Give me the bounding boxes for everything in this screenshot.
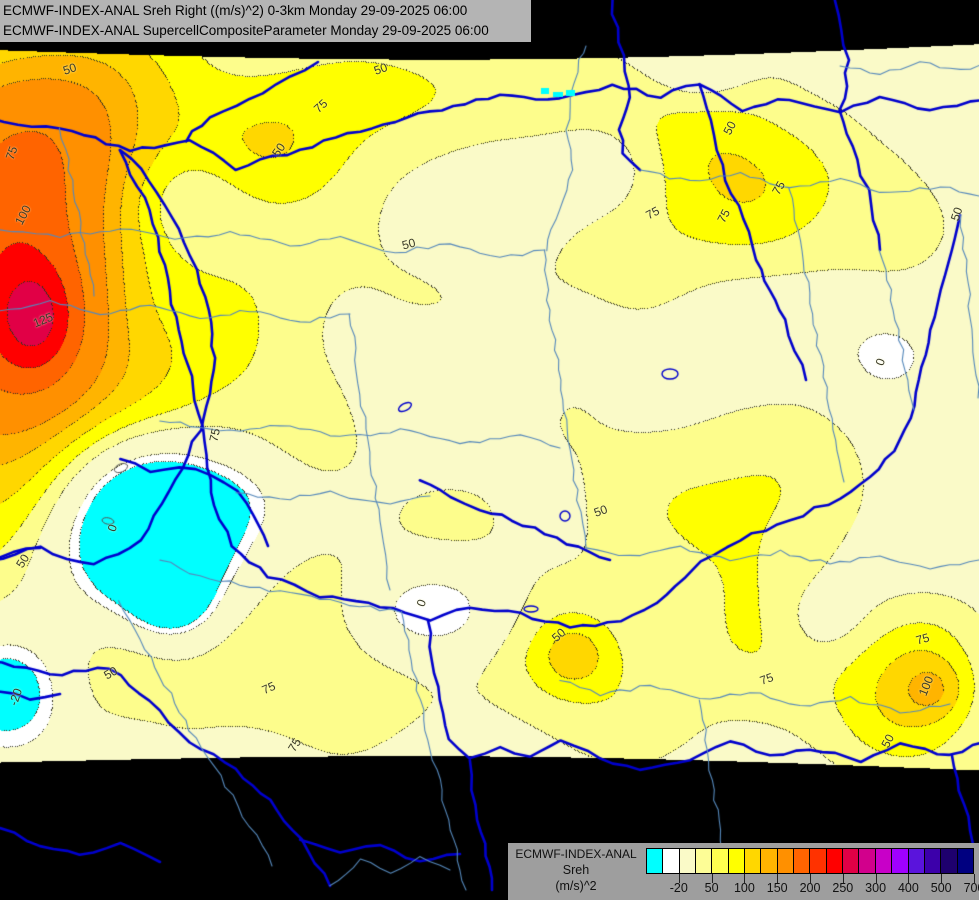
colorbar-tick-7 bbox=[908, 874, 910, 883]
colorbar-tick-labels: -20 50 100 150 200 250 300 400 500 700 bbox=[626, 881, 979, 897]
colorbar-tick-8 bbox=[941, 874, 943, 883]
colorbar-label-2: 100 bbox=[733, 881, 755, 895]
colorbar bbox=[646, 848, 974, 874]
legend-model-name: ECMWF-INDEX-ANAL bbox=[515, 847, 637, 861]
colorbar-label-1: 50 bbox=[704, 881, 719, 895]
colorbar-tick-9 bbox=[974, 874, 975, 883]
colorbar-tick-6 bbox=[875, 874, 877, 883]
colorbar-swatch-4 bbox=[712, 849, 729, 873]
colorbar-label-9: 700 bbox=[963, 881, 979, 895]
colorbar-swatch-0 bbox=[647, 849, 664, 873]
colorbar-label-5: 250 bbox=[832, 881, 854, 895]
colorbar-tick-5 bbox=[842, 874, 844, 883]
colorbar-tick-0 bbox=[678, 874, 680, 883]
legend-panel: ECMWF-INDEX-ANAL Sreh (m/s)^2 -20 50 100 15… bbox=[508, 843, 979, 900]
colorbar-label-0: -20 bbox=[669, 881, 688, 895]
colorbar-swatch-18 bbox=[941, 849, 958, 873]
legend-variable-name: Sreh bbox=[562, 863, 590, 877]
title-header: ECMWF-INDEX-ANAL Sreh Right ((m/s)^2) 0-… bbox=[0, 0, 531, 42]
colorbar-label-7: 400 bbox=[897, 881, 919, 895]
colorbar-swatch-7 bbox=[761, 849, 778, 873]
colorbar-label-6: 300 bbox=[865, 881, 887, 895]
colorbar-tick-4 bbox=[810, 874, 811, 883]
colorbar-tick-2 bbox=[744, 874, 746, 883]
colorbar-swatch-8 bbox=[777, 849, 795, 873]
colorbar-label-4: 200 bbox=[799, 881, 821, 895]
colorbar-swatch-1 bbox=[663, 849, 680, 873]
colorbar-label-8: 500 bbox=[930, 881, 952, 895]
legend-text-block: ECMWF-INDEX-ANAL Sreh (m/s)^2 bbox=[512, 846, 640, 894]
colorbar-swatch-5 bbox=[728, 849, 746, 873]
contour-label: 75 bbox=[206, 427, 223, 443]
colorbar-swatch-10 bbox=[810, 849, 827, 873]
colorbar-swatch-11 bbox=[826, 849, 844, 873]
colorbar-swatch-6 bbox=[745, 849, 762, 873]
colorbar-swatch-9 bbox=[794, 849, 811, 873]
title-line-2: ECMWF-INDEX-ANAL SupercellCompositeParam… bbox=[3, 23, 489, 38]
legend-units: (m/s)^2 bbox=[555, 879, 597, 893]
colorbar-swatch-3 bbox=[696, 849, 713, 873]
colorbar-ticks bbox=[646, 874, 975, 883]
colorbar-swatch-17 bbox=[924, 849, 942, 873]
colorbar-swatch-13 bbox=[859, 849, 876, 873]
title-line-1: ECMWF-INDEX-ANAL Sreh Right ((m/s)^2) 0-… bbox=[3, 3, 468, 18]
colorbar-swatch-16 bbox=[908, 849, 925, 873]
colorbar-swatch-14 bbox=[875, 849, 893, 873]
colorbar-swatch-2 bbox=[679, 849, 697, 873]
colorbar-tick-1 bbox=[711, 874, 713, 883]
colorbar-tick-3 bbox=[777, 874, 779, 883]
colorbar-swatch-19 bbox=[957, 849, 973, 873]
colorbar-swatch-12 bbox=[843, 849, 860, 873]
colorbar-label-3: 150 bbox=[766, 881, 788, 895]
colorbar-swatch-15 bbox=[892, 849, 909, 873]
